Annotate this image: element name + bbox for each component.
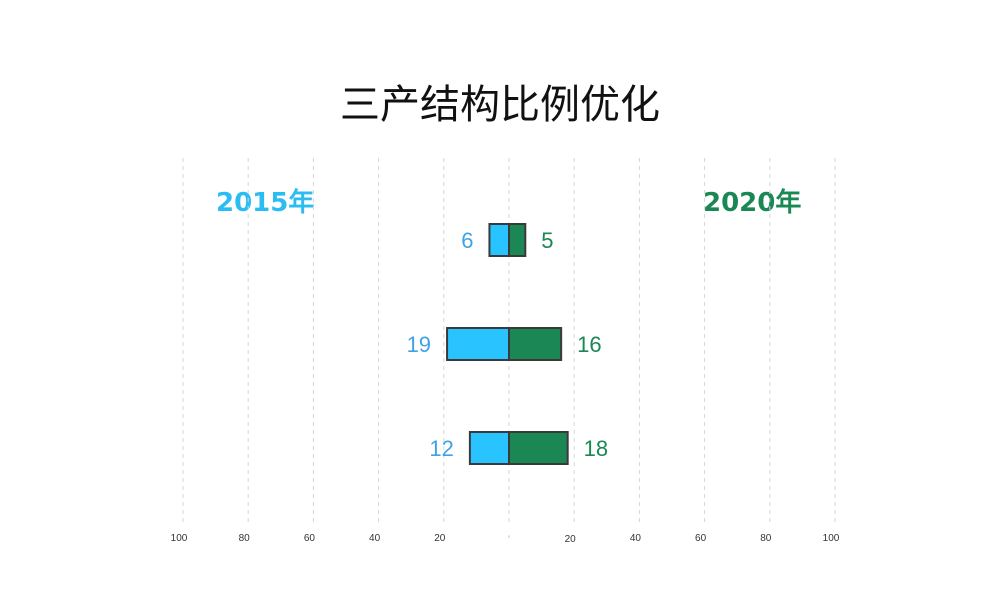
data-label: 6 <box>461 228 473 253</box>
data-label: 19 <box>407 332 431 357</box>
bar-left <box>488 223 511 257</box>
x-tick-label: 60 <box>304 533 316 544</box>
bar-left <box>446 327 510 361</box>
x-tick-label: 40 <box>630 533 642 544</box>
chart-title: 三产结构比例优化 <box>340 82 660 128</box>
x-tick-label: 60 <box>695 533 707 544</box>
x-tick-label: 20 <box>434 533 446 544</box>
x-tick-label: 80 <box>239 533 251 544</box>
x-tick-label: 40 <box>369 533 381 544</box>
x-tick-label: 0 <box>508 534 511 539</box>
x-tick-label: 80 <box>760 533 772 544</box>
x-tick-label: 20 <box>565 534 577 545</box>
legend-2015: 2015年 <box>216 188 315 218</box>
data-label: 12 <box>429 436 453 461</box>
bar-right <box>508 431 569 465</box>
x-tick-label: 100 <box>171 533 188 544</box>
data-label: 16 <box>577 332 601 357</box>
bar-right <box>508 223 527 257</box>
bar-left <box>468 431 511 465</box>
bar-right <box>508 327 563 361</box>
x-tick-label: 100 <box>823 533 840 544</box>
data-label: 5 <box>541 228 553 253</box>
data-label: 18 <box>584 436 608 461</box>
legend-2020: 2020年 <box>703 188 802 218</box>
